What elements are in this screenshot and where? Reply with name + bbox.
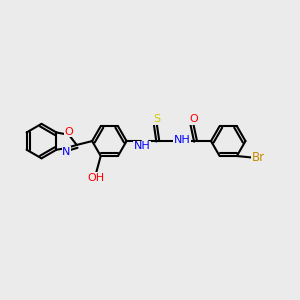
Text: Br: Br: [252, 151, 265, 164]
Text: O: O: [189, 114, 198, 124]
Text: NH: NH: [174, 135, 190, 145]
Text: OH: OH: [88, 173, 105, 183]
Text: S: S: [153, 114, 161, 124]
Text: NH: NH: [134, 141, 151, 151]
Text: O: O: [65, 127, 74, 137]
Text: N: N: [62, 147, 70, 157]
